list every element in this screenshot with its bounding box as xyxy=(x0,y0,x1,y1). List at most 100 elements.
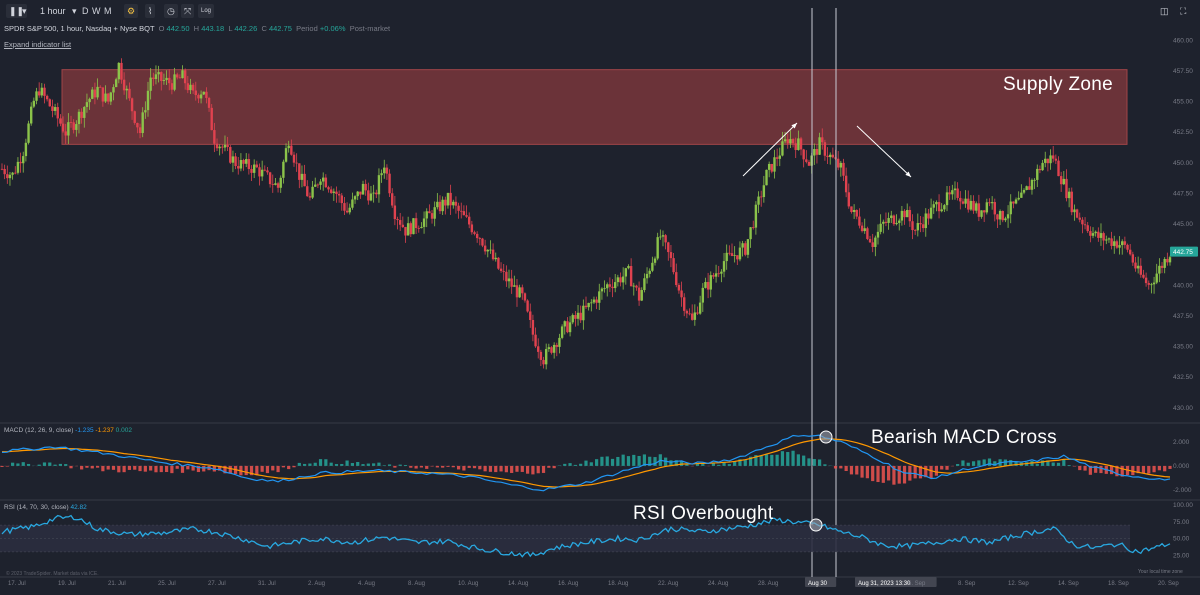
candle-body xyxy=(157,72,160,75)
candle-body xyxy=(207,97,211,108)
candle-body xyxy=(935,202,938,205)
macd-histogram-bar xyxy=(11,462,15,466)
macd-histogram-bar xyxy=(414,465,418,469)
clock-icon[interactable]: ◷ xyxy=(164,4,178,18)
candle-body xyxy=(149,77,152,91)
fullscreen-icon[interactable]: ⛶ xyxy=(1180,6,1187,16)
candle-body xyxy=(1150,284,1153,286)
candle-body xyxy=(542,359,545,365)
compare-icon[interactable]: ⤧ xyxy=(181,4,195,18)
candle-body xyxy=(59,118,62,124)
macd-histogram-bar xyxy=(122,465,126,473)
candle-body xyxy=(534,334,537,347)
candle-body xyxy=(239,160,243,169)
period-m-button[interactable]: M xyxy=(104,6,112,16)
macd-histogram-bar xyxy=(600,456,604,466)
candle-body xyxy=(205,91,208,98)
macd-histogram-bar xyxy=(929,465,933,479)
x-tick-label: 28. Aug xyxy=(758,581,778,587)
candle-body xyxy=(762,185,766,198)
macd-histogram-bar xyxy=(223,465,227,474)
candle-body xyxy=(53,107,57,111)
macd-histogram-bar xyxy=(1046,460,1050,466)
candle-body xyxy=(807,161,811,166)
candle-body xyxy=(847,192,850,207)
price-tick-label: 445.00 xyxy=(1173,221,1193,228)
macd-histogram-bar xyxy=(472,465,477,469)
candle-body xyxy=(813,149,816,156)
macd-histogram-bar xyxy=(552,465,556,469)
period-d-button[interactable]: D xyxy=(82,6,89,16)
candle-body xyxy=(417,228,420,229)
candle-body xyxy=(401,224,405,228)
candle-body xyxy=(120,62,123,80)
macd-histogram-bar xyxy=(775,454,779,466)
candle-body xyxy=(919,223,922,225)
candle-body xyxy=(114,79,118,88)
macd-histogram-bar xyxy=(1078,465,1082,471)
macd-histogram-bar xyxy=(1163,465,1167,472)
macd-histogram-bar xyxy=(536,465,540,474)
candle-body xyxy=(1065,178,1068,199)
candle-body xyxy=(274,183,277,185)
candle-body xyxy=(1099,233,1103,238)
macd-histogram-bar xyxy=(833,465,838,469)
candle-body xyxy=(744,243,747,255)
candle-body xyxy=(1078,217,1081,220)
camera-icon[interactable]: ◫ xyxy=(1160,6,1169,16)
candle-body xyxy=(773,157,776,172)
candle-body xyxy=(40,87,44,96)
macd-histogram-bar xyxy=(37,464,41,466)
price-tick-label: 450.00 xyxy=(1173,160,1193,167)
candle-body xyxy=(608,284,612,287)
candle-body xyxy=(906,209,909,218)
chevron-down-icon[interactable]: ▾ xyxy=(22,6,27,16)
macd-histogram-bar xyxy=(1067,465,1071,466)
macd-histogram-bar xyxy=(695,463,700,466)
macd-histogram-bar xyxy=(961,460,965,466)
candle-body xyxy=(199,94,203,99)
macd-histogram-bar xyxy=(0,465,4,467)
candle-body xyxy=(852,209,856,213)
macd-histogram-bar xyxy=(818,459,822,466)
candle-body xyxy=(929,207,933,219)
expand-indicator-link[interactable]: Expand indicator list xyxy=(4,40,72,49)
candle-body xyxy=(1089,231,1092,236)
macd-histogram-bar xyxy=(987,458,992,466)
pause-icon[interactable]: ❚❚ xyxy=(6,4,28,18)
candle-body xyxy=(738,247,742,260)
macd-histogram-bar xyxy=(255,465,259,476)
macd-histogram-bar xyxy=(16,463,20,466)
candle-body xyxy=(977,203,981,217)
macd-tick-label: -2.000 xyxy=(1173,487,1192,494)
indicators-icon[interactable]: ⌇ xyxy=(145,4,156,18)
x-tick-label: 24. Aug xyxy=(708,581,728,587)
candle-body xyxy=(35,91,38,101)
candle-body xyxy=(635,285,638,288)
candle-body xyxy=(921,224,925,229)
log-button[interactable]: Log xyxy=(198,4,215,18)
interval-selector[interactable]: 1 hour xyxy=(40,6,66,16)
macd-histogram-bar xyxy=(685,463,689,466)
rsi-tick-label: 50.00 xyxy=(1173,536,1190,543)
macd-histogram-bar xyxy=(308,463,312,466)
gear-icon[interactable]: ⚙ xyxy=(124,4,139,18)
candle-body xyxy=(645,273,649,279)
candle-body xyxy=(1128,249,1132,255)
candle-body xyxy=(258,167,261,177)
candle-body xyxy=(836,158,840,168)
candle-body xyxy=(454,201,458,206)
crosshair-date-label: Aug 31, 2023 13:30 xyxy=(858,581,911,587)
candle-body xyxy=(972,200,975,211)
price-tick-label: 435.00 xyxy=(1173,344,1193,351)
candle-body xyxy=(311,186,314,198)
period-w-button[interactable]: W xyxy=(92,6,101,16)
macd-histogram-bar xyxy=(812,459,816,466)
candle-body xyxy=(250,168,253,173)
macd-histogram-bar xyxy=(1072,465,1077,467)
candle-body xyxy=(932,204,935,208)
candle-body xyxy=(576,312,580,319)
interval-chevron-icon[interactable]: ▾ xyxy=(72,6,77,16)
macd-histogram-bar xyxy=(1120,465,1124,477)
